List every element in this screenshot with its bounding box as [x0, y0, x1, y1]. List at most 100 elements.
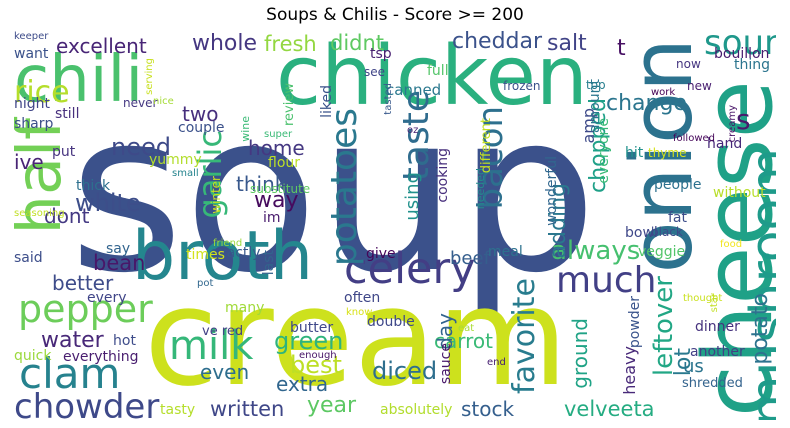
cloud-word: tsp [370, 46, 392, 62]
cloud-word: diced [372, 357, 438, 385]
cloud-word: broth [132, 217, 313, 296]
cloud-word: wonderful [544, 156, 560, 226]
cloud-word: green [274, 327, 344, 355]
cloud-word: last [261, 250, 277, 276]
cloud-word: pot [197, 278, 214, 289]
cloud-word: hand [707, 136, 743, 152]
cloud-word: top [586, 78, 606, 92]
cloud-word: thyme [648, 146, 687, 160]
cloud-word: soup [69, 65, 598, 321]
cloud-word: night [14, 96, 51, 112]
cloud-word: many [225, 300, 265, 316]
cloud-word: salt [547, 31, 587, 56]
cloud-word: rice [14, 75, 70, 110]
cloud-word: t [617, 36, 626, 61]
cloud-word: thick [76, 178, 111, 194]
cloud-word: said [14, 250, 43, 266]
cloud-word: chicken [276, 29, 588, 124]
cloud-word: bean [93, 251, 146, 275]
cloud-word: sharp [14, 116, 54, 132]
cloud-word: bowl [625, 225, 658, 241]
cloud-word: clam [19, 349, 121, 398]
cloud-word: didnt [330, 31, 385, 55]
cloud-word: chowder [14, 387, 160, 420]
cloud-word: absolutely [380, 402, 453, 418]
cloud-word: whole [192, 31, 258, 56]
cloud-word: say [106, 241, 131, 257]
cloud-word: canned [386, 81, 442, 99]
cloud-word: best [290, 351, 342, 379]
cloud-word: still [55, 106, 80, 122]
cloud-word: cheddar [452, 29, 543, 54]
cloud-word: keeper [14, 31, 49, 42]
cloud-word: oz [407, 125, 419, 136]
cloud-word: couple [178, 120, 225, 136]
cloud-word: end [487, 357, 506, 368]
cloud-word: know [346, 307, 373, 318]
cloud-word: excellent [56, 34, 147, 58]
cloud-word: liked [319, 85, 335, 118]
cloud-word: beef [450, 248, 490, 269]
cloud-word: water [41, 328, 104, 353]
cloud-word: creamy [727, 105, 738, 143]
cloud-word: better [52, 271, 114, 295]
cloud-word: sour [704, 28, 776, 63]
cloud-word: even [200, 360, 250, 384]
cloud-word: another [690, 344, 745, 360]
chart-title: Soups & Chilis - Score >= 200 [266, 5, 524, 25]
cloud-word: shredded [682, 376, 743, 391]
cloud-word: different [479, 118, 494, 174]
cloud-word: way [254, 188, 299, 213]
cloud-word: substitute [250, 182, 311, 196]
cloud-word: much [556, 260, 657, 301]
cloud-word: carrot [434, 329, 493, 353]
cloud-word: exactly [210, 245, 261, 261]
cloud-word: year [307, 393, 357, 418]
cloud-word: meal [488, 244, 523, 260]
cloud-word: tasty [160, 402, 196, 418]
cloud-word: needed [474, 168, 487, 210]
cloud-word: wine [239, 116, 252, 142]
cloud-word: full [427, 63, 449, 79]
cloud-word: seasoning [14, 208, 65, 219]
cloud-word: thought [683, 293, 723, 304]
cloud-word: now [676, 57, 701, 71]
cloud-word: small [172, 168, 199, 179]
cloud-word: chili [14, 43, 144, 117]
cloud-word: star [709, 293, 720, 313]
cloud-word: stock [461, 397, 515, 420]
cloud-word: fat [668, 210, 687, 226]
cloud-word: ive [14, 150, 44, 174]
cloud-word: cream [144, 259, 569, 416]
cloud-word: im [263, 210, 281, 226]
cloud-word: always [551, 236, 641, 266]
cloud-word: using [402, 172, 423, 221]
cloud-word: new [687, 79, 712, 93]
cloud-word: nice [153, 96, 174, 107]
cloud-word: milk [169, 323, 254, 369]
cloud-word: cooking [435, 148, 451, 203]
cloud-word: favorite [507, 278, 542, 394]
cloud-word: black [651, 225, 683, 239]
cloud-word: tasted [383, 83, 394, 115]
cloud-word: bouillon [714, 46, 770, 62]
cloud-word: home [248, 136, 305, 160]
cloud-word: everyone [596, 118, 612, 184]
cloud-word: two [182, 102, 219, 126]
cloud-word: times [186, 247, 225, 263]
cloud-word: butter [290, 320, 334, 336]
cloud-word: super [264, 129, 293, 140]
cloud-word: give [366, 246, 396, 262]
cloud-word: double [367, 314, 415, 330]
cloud-word: serving [144, 58, 155, 95]
cloud-word: think [236, 172, 287, 196]
cloud-word: enough [299, 350, 337, 361]
cloud-word: friend [213, 238, 243, 249]
cloud-word: extra [276, 372, 329, 396]
cloud-word: everything [63, 349, 139, 365]
cloud-word: put [52, 144, 76, 160]
cloud-word: fresh [264, 32, 317, 56]
cloud-word: work [651, 87, 676, 98]
cloud-word: us [683, 356, 704, 377]
cloud-word: dinner [695, 319, 740, 335]
